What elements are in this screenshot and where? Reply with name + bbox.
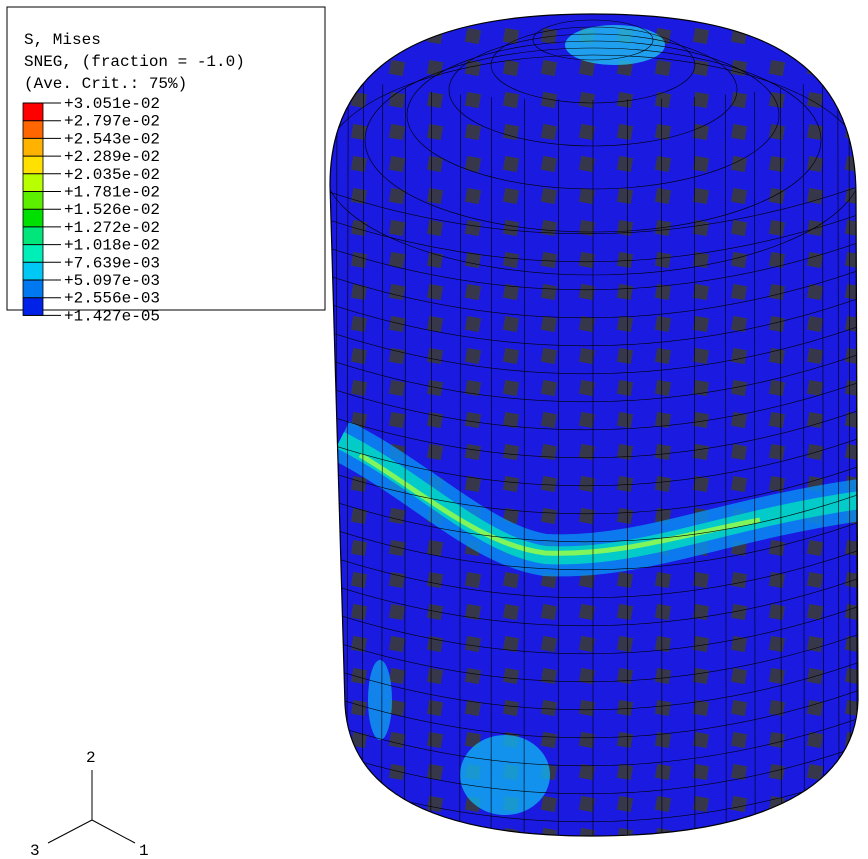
axis-triad: 2 1 3 (30, 749, 149, 859)
legend-label: +1.526e-02 (64, 201, 160, 219)
legend-label: +1.272e-02 (64, 219, 160, 237)
legend-swatch (23, 121, 43, 139)
viewport-canvas: S, Mises SNEG, (fraction = -1.0) (Ave. C… (0, 0, 868, 859)
legend-label: +2.556e-03 (64, 290, 160, 308)
legend-swatch (23, 280, 43, 298)
legend-label: +7.639e-03 (64, 254, 160, 272)
triad-label: 2 (86, 749, 96, 767)
legend: S, Mises SNEG, (fraction = -1.0) (Ave. C… (7, 7, 325, 325)
legend-swatch (23, 138, 43, 156)
hotspot-left (368, 660, 392, 740)
legend-swatch (23, 156, 43, 174)
model (320, 0, 868, 859)
legend-label: +1.018e-02 (64, 237, 160, 255)
legend-label: +1.781e-02 (64, 184, 160, 202)
legend-label: +3.051e-02 (64, 95, 160, 113)
legend-title: S, Mises (24, 31, 101, 49)
triad-label: 3 (30, 842, 40, 859)
legend-label: +1.427e-05 (64, 307, 160, 325)
legend-swatch (23, 174, 43, 192)
legend-label: +2.035e-02 (64, 166, 160, 184)
legend-swatch (23, 262, 43, 280)
hotspot-bottom (460, 735, 550, 815)
legend-swatch (23, 209, 43, 227)
legend-swatch (23, 245, 43, 263)
legend-swatch (23, 227, 43, 245)
legend-swatch (23, 298, 43, 316)
triad-axis (92, 820, 135, 843)
hotspot-top (565, 25, 665, 65)
model-contours (320, 0, 868, 859)
legend-swatch (23, 103, 43, 121)
legend-title: SNEG, (fraction = -1.0) (24, 53, 245, 71)
legend-title: (Ave. Crit.: 75%) (24, 75, 187, 93)
viewport: S, Mises SNEG, (fraction = -1.0) (Ave. C… (0, 0, 868, 859)
legend-label: +2.543e-02 (64, 130, 160, 148)
legend-swatch (23, 192, 43, 210)
legend-label: +5.097e-03 (64, 272, 160, 290)
triad-axis (48, 820, 92, 843)
triad-label: 1 (139, 842, 149, 859)
legend-label: +2.797e-02 (64, 113, 160, 131)
legend-label: +2.289e-02 (64, 148, 160, 166)
